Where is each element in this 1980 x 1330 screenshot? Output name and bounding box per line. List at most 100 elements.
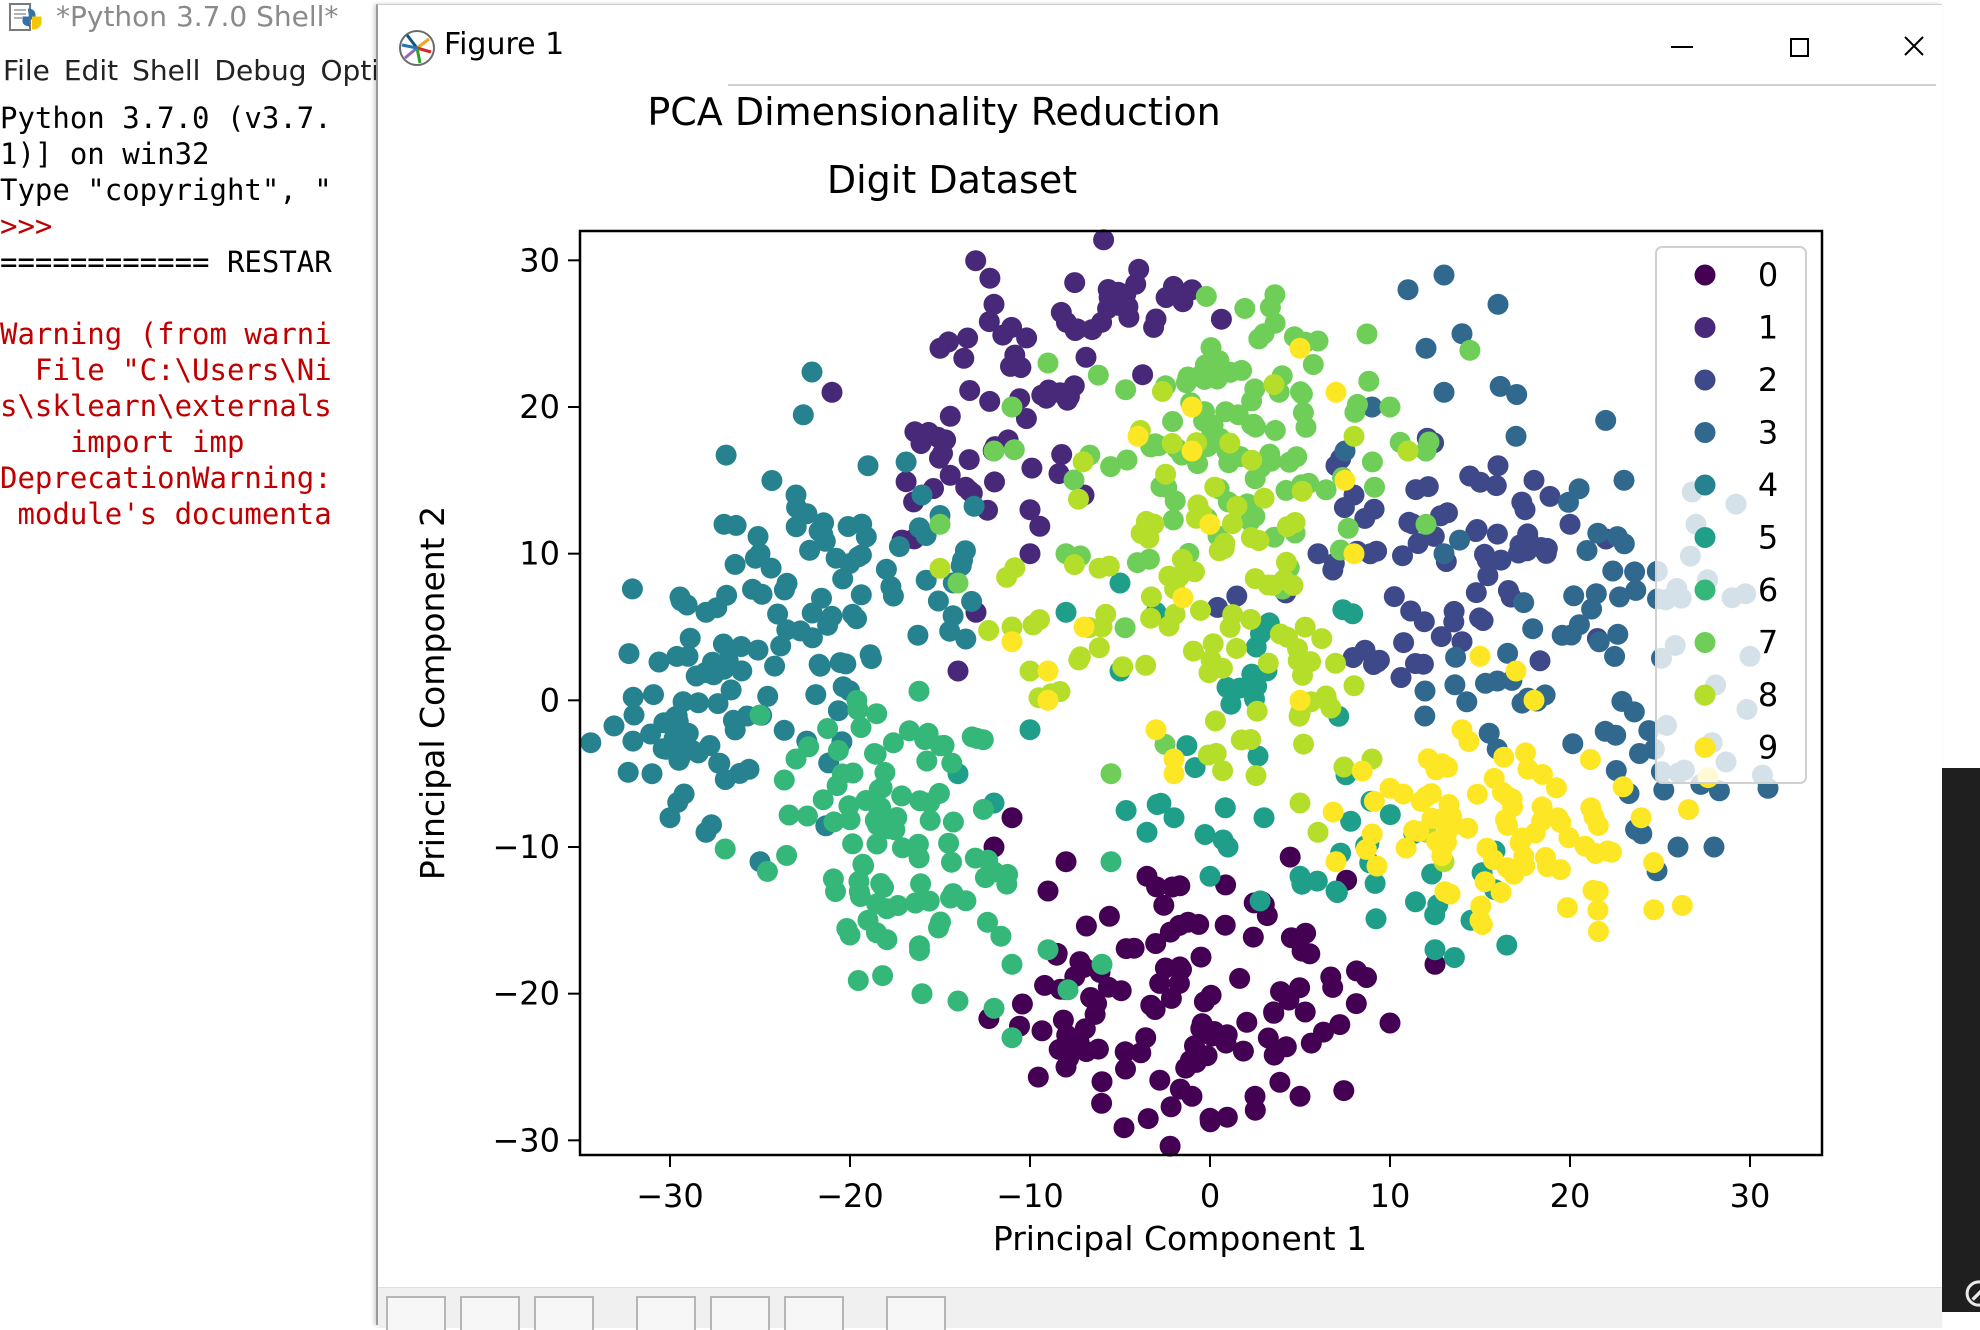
zoom-button[interactable]: [710, 1296, 770, 1330]
data-point: [621, 578, 643, 600]
data-point: [1493, 746, 1515, 768]
legend-marker: [1694, 369, 1716, 391]
data-point: [1253, 807, 1275, 829]
data-point: [1469, 645, 1491, 667]
y-tick-label: −10: [492, 828, 560, 866]
data-point: [1205, 742, 1227, 764]
partial-icon: ⊘: [1962, 1270, 1980, 1316]
data-point: [1221, 513, 1243, 535]
data-point: [1159, 1135, 1181, 1157]
data-point: [855, 526, 877, 548]
data-point: [827, 700, 849, 722]
data-point: [891, 785, 913, 807]
data-point: [1643, 852, 1665, 873]
data-point: [929, 557, 951, 579]
data-point: [910, 873, 932, 895]
forward-button[interactable]: [534, 1296, 594, 1330]
minimize-button[interactable]: [1658, 25, 1706, 69]
data-point: [848, 881, 870, 902]
data-point: [1531, 796, 1553, 818]
data-point: [669, 586, 691, 608]
data-point: [1161, 876, 1183, 898]
pan-button[interactable]: [636, 1296, 696, 1330]
data-point: [764, 655, 786, 677]
data-point: [1037, 880, 1059, 902]
data-point: [1667, 836, 1689, 858]
data-point: [929, 337, 951, 359]
data-point: [1244, 1085, 1266, 1107]
data-point: [747, 526, 769, 547]
data-point: [1242, 926, 1264, 948]
data-point: [1125, 273, 1147, 295]
data-point: [1322, 976, 1344, 998]
data-point: [887, 895, 909, 916]
y-tick-label: 30: [519, 241, 560, 279]
data-point: [1613, 469, 1635, 491]
data-point: [1311, 628, 1333, 650]
shell-output[interactable]: Python 3.7.0 (v3.7. 1)] on win32 Type "cop…: [0, 100, 380, 532]
data-point: [801, 361, 823, 383]
data-point: [947, 660, 969, 682]
data-point: [1163, 807, 1185, 829]
data-point: [1069, 646, 1091, 668]
data-point: [1169, 956, 1191, 978]
data-point: [1529, 650, 1551, 672]
menu-shell[interactable]: Shell: [132, 54, 201, 87]
data-point: [1001, 807, 1023, 829]
data-point: [1340, 810, 1362, 832]
data-point: [1218, 452, 1240, 474]
menu-file[interactable]: File: [3, 54, 50, 87]
data-point: [580, 732, 602, 754]
data-point: [1361, 823, 1383, 845]
x-tick-label: 20: [1550, 1177, 1591, 1215]
data-point: [1181, 1085, 1203, 1107]
data-point: [1523, 469, 1545, 491]
close-icon: [1904, 36, 1924, 56]
data-point: [1489, 375, 1511, 397]
legend-entry: 7: [1694, 624, 1778, 662]
x-tick-label: −30: [636, 1177, 704, 1215]
figure-title: Figure 1: [444, 27, 565, 62]
save-button[interactable]: [886, 1296, 946, 1330]
data-point: [821, 381, 843, 403]
data-point: [1302, 354, 1324, 375]
data-point: [1415, 440, 1437, 462]
data-point: [1091, 616, 1113, 638]
data-point: [1289, 337, 1311, 359]
data-point: [1277, 626, 1298, 648]
home-button[interactable]: [386, 1296, 446, 1330]
close-button[interactable]: [1890, 25, 1938, 69]
menu-edit[interactable]: Edit: [63, 54, 119, 87]
data-point: [826, 775, 848, 797]
data-point: [1342, 647, 1364, 668]
data-point: [1379, 396, 1401, 418]
data-point: [785, 484, 807, 506]
data-point: [679, 627, 701, 649]
data-point: [1562, 733, 1584, 755]
data-point: [1181, 396, 1203, 418]
legend-entry: 8: [1694, 676, 1778, 714]
data-point: [1280, 927, 1302, 949]
data-point: [1244, 505, 1266, 527]
legend-marker: [1694, 527, 1716, 548]
figure-titlebar[interactable]: Figure 1: [378, 5, 1942, 85]
data-point: [1273, 569, 1295, 591]
data-point: [1145, 933, 1167, 954]
data-point: [947, 990, 969, 1012]
configure-subplots-button[interactable]: [784, 1296, 844, 1330]
data-point: [835, 653, 857, 675]
data-point: [1214, 914, 1236, 936]
legend-label: 9: [1758, 729, 1778, 767]
data-point: [1307, 821, 1329, 843]
data-point: [756, 860, 778, 882]
data-point: [1212, 760, 1234, 782]
legend-marker: [1694, 264, 1716, 286]
data-point: [1230, 729, 1252, 751]
minimize-icon: [1671, 46, 1693, 48]
data-point: [909, 940, 930, 962]
data-point: [817, 614, 839, 636]
shell-line: >>>: [0, 209, 53, 243]
menu-debug[interactable]: Debug: [214, 54, 307, 87]
back-button[interactable]: [460, 1296, 520, 1330]
maximize-button[interactable]: [1775, 25, 1823, 69]
